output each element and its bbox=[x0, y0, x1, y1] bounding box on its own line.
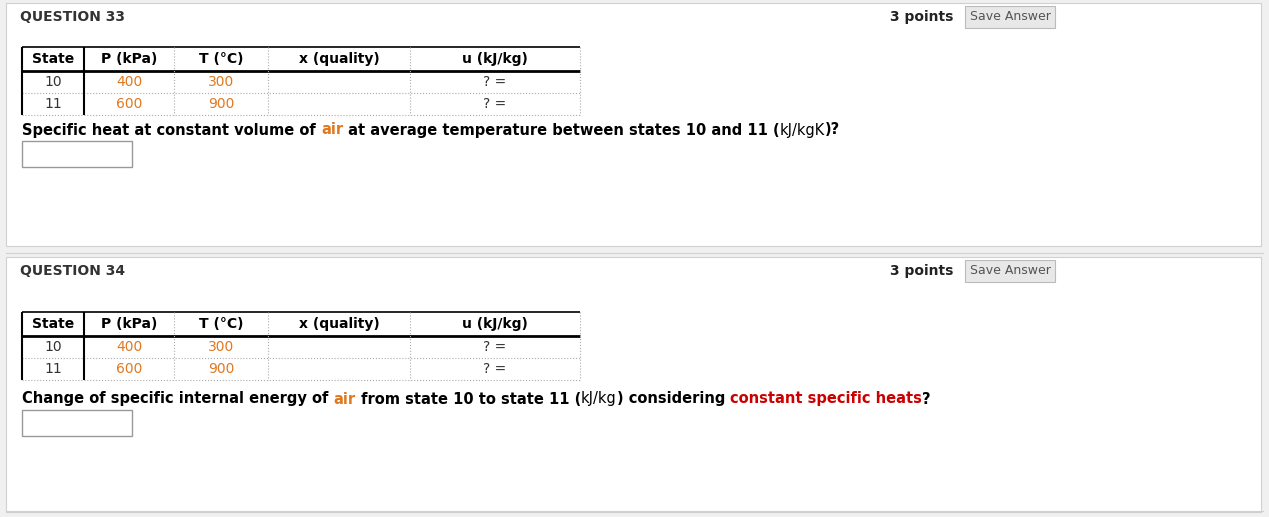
Text: )?: )? bbox=[825, 123, 840, 138]
FancyBboxPatch shape bbox=[22, 141, 132, 167]
Text: kJ/kg: kJ/kg bbox=[581, 391, 617, 406]
FancyBboxPatch shape bbox=[964, 260, 1055, 282]
Text: kJ/kgK: kJ/kgK bbox=[779, 123, 825, 138]
Text: x (quality): x (quality) bbox=[298, 317, 379, 331]
Text: 400: 400 bbox=[115, 75, 142, 89]
Text: T (°C): T (°C) bbox=[199, 52, 244, 66]
Text: x (quality): x (quality) bbox=[298, 52, 379, 66]
Text: Specific heat at constant volume of: Specific heat at constant volume of bbox=[22, 123, 321, 138]
Text: P (kPa): P (kPa) bbox=[100, 52, 157, 66]
Text: 600: 600 bbox=[115, 362, 142, 376]
Text: P (kPa): P (kPa) bbox=[100, 317, 157, 331]
Text: air: air bbox=[334, 391, 355, 406]
Text: u (kJ/kg): u (kJ/kg) bbox=[462, 52, 528, 66]
Text: 300: 300 bbox=[208, 75, 233, 89]
Text: 300: 300 bbox=[208, 340, 233, 354]
Text: u (kJ/kg): u (kJ/kg) bbox=[462, 317, 528, 331]
Text: constant specific heats: constant specific heats bbox=[730, 391, 923, 406]
Text: State: State bbox=[32, 317, 74, 331]
Text: T (°C): T (°C) bbox=[199, 317, 244, 331]
Text: 900: 900 bbox=[208, 362, 235, 376]
Text: 11: 11 bbox=[44, 362, 62, 376]
FancyBboxPatch shape bbox=[6, 257, 1261, 512]
FancyBboxPatch shape bbox=[964, 6, 1055, 28]
Text: ?: ? bbox=[923, 391, 930, 406]
Text: from state 10 to state 11 (: from state 10 to state 11 ( bbox=[355, 391, 581, 406]
Text: ? =: ? = bbox=[483, 75, 506, 89]
Text: QUESTION 34: QUESTION 34 bbox=[20, 264, 126, 278]
Text: ) considering: ) considering bbox=[617, 391, 730, 406]
FancyBboxPatch shape bbox=[6, 3, 1261, 246]
Text: QUESTION 33: QUESTION 33 bbox=[20, 10, 126, 24]
Text: 10: 10 bbox=[44, 340, 62, 354]
Text: ? =: ? = bbox=[483, 340, 506, 354]
Text: 600: 600 bbox=[115, 97, 142, 111]
Text: 900: 900 bbox=[208, 97, 235, 111]
Text: Change of specific internal energy of: Change of specific internal energy of bbox=[22, 391, 334, 406]
Text: State: State bbox=[32, 52, 74, 66]
Text: at average temperature between states 10 and 11 (: at average temperature between states 10… bbox=[343, 123, 779, 138]
Text: 400: 400 bbox=[115, 340, 142, 354]
Text: 10: 10 bbox=[44, 75, 62, 89]
Text: ? =: ? = bbox=[483, 97, 506, 111]
Text: 3 points: 3 points bbox=[890, 264, 953, 278]
Text: 3 points: 3 points bbox=[890, 10, 953, 24]
Text: 11: 11 bbox=[44, 97, 62, 111]
Text: ? =: ? = bbox=[483, 362, 506, 376]
FancyBboxPatch shape bbox=[22, 410, 132, 436]
Text: Save Answer: Save Answer bbox=[970, 10, 1051, 23]
Text: Save Answer: Save Answer bbox=[970, 265, 1051, 278]
Text: air: air bbox=[321, 123, 343, 138]
